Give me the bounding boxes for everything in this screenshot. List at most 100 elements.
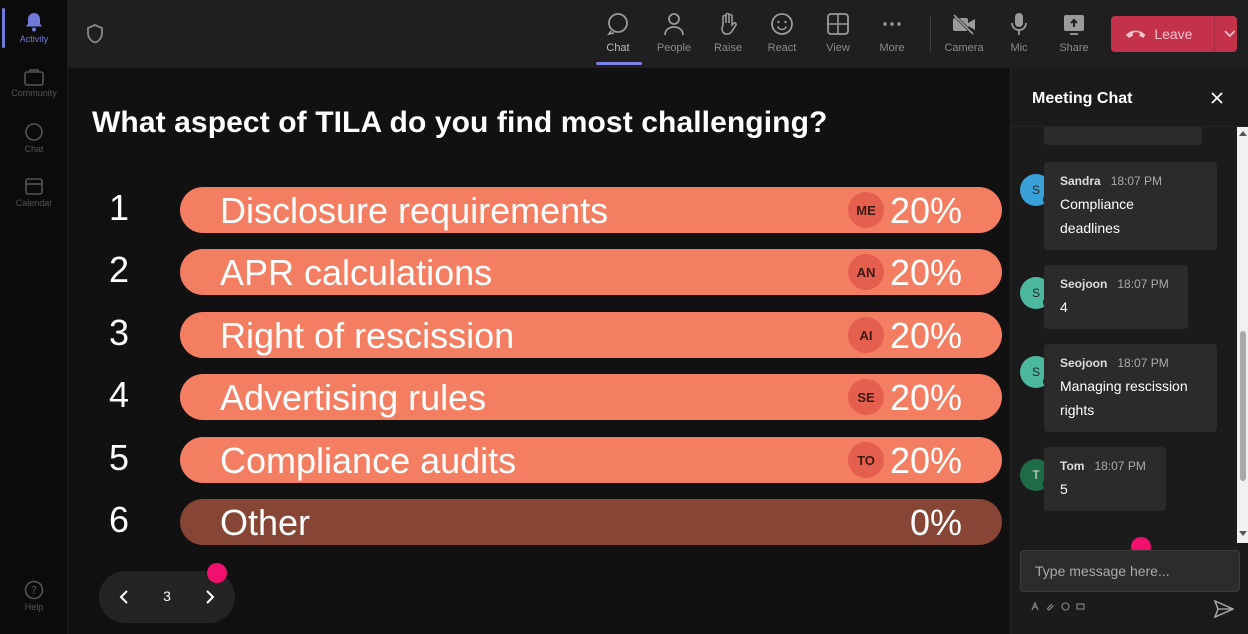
message-author: Tom xyxy=(1060,459,1085,473)
calendar-icon xyxy=(25,178,43,195)
poll-stage: What aspect of TILA do you find most cha… xyxy=(68,68,1010,634)
microphone-icon xyxy=(1011,13,1027,35)
cursor-indicator xyxy=(207,563,227,583)
avatar-initial: T xyxy=(1032,468,1040,482)
page-number: 3 xyxy=(163,588,171,604)
option-bar: Other 0% xyxy=(180,499,1002,545)
share-button[interactable]: Share xyxy=(1052,12,1096,54)
message-author: Seojoon xyxy=(1060,277,1108,291)
react-button[interactable]: React xyxy=(760,12,804,54)
message-time: 18:07 PM xyxy=(1110,174,1163,188)
chevron-down-icon[interactable] xyxy=(1223,29,1237,39)
option-percent: 0% xyxy=(909,502,962,543)
app-rail: Activity Community Chat Calendar ? Help xyxy=(0,0,68,634)
bell-icon xyxy=(26,13,42,32)
chat-button[interactable]: Chat xyxy=(596,12,640,54)
chat-icon xyxy=(25,123,43,141)
attach-icon[interactable] xyxy=(1046,602,1055,611)
option-bar: APR calculations AN 20% xyxy=(180,249,1002,295)
more-button[interactable]: More xyxy=(870,12,914,54)
grid-view-icon xyxy=(827,13,849,35)
chat-bubble-icon xyxy=(607,13,628,36)
gif-icon[interactable] xyxy=(1076,602,1085,611)
option-number: 3 xyxy=(108,312,130,353)
option-bar: Compliance audits TO 20% xyxy=(180,437,1002,483)
option-label: Other xyxy=(220,502,311,543)
leave-button[interactable]: Leave xyxy=(1111,16,1237,52)
share-button-label: Share xyxy=(1059,42,1089,54)
voter-badge: ME xyxy=(848,192,884,228)
option-percent: 20% xyxy=(889,377,962,418)
voter-badge: AN xyxy=(848,254,884,290)
hand-icon xyxy=(721,12,737,35)
chat-panel-title: Meeting Chat xyxy=(1032,90,1133,107)
chat-message: Tom 18:07 PM 5 xyxy=(1044,447,1166,511)
more-dots-icon xyxy=(883,22,901,26)
svg-text:?: ? xyxy=(31,584,37,597)
community-icon xyxy=(24,69,44,86)
message-time: 18:07 PM xyxy=(1117,356,1169,370)
hang-up-icon xyxy=(1125,30,1146,38)
view-button[interactable]: View xyxy=(816,12,860,54)
option-number: 5 xyxy=(108,437,130,478)
option-bar: Advertising rules SE 20% xyxy=(180,374,1002,420)
chat-message-list[interactable]: S Sandra 18:07 PM Compliance deadlines S … xyxy=(1011,127,1248,543)
chat-message-input[interactable] xyxy=(1020,550,1240,592)
people-button-label: People xyxy=(656,42,692,54)
option-label: Disclosure requirements xyxy=(220,190,609,231)
rail-item-community[interactable]: Community xyxy=(0,68,68,98)
rail-item-help[interactable]: ? Help xyxy=(0,580,68,612)
option-bar: Right of rescission AI 20% xyxy=(180,312,1002,358)
message-body: Compliance deadlines xyxy=(1060,192,1201,240)
smiley-icon xyxy=(771,13,793,35)
option-label: Advertising rules xyxy=(220,377,487,418)
option-number: 2 xyxy=(108,249,130,290)
camera-button-label: Camera xyxy=(944,42,984,54)
option-percent: 20% xyxy=(889,252,962,293)
voter-badge: TO xyxy=(848,442,884,478)
option-percent: 20% xyxy=(889,190,962,231)
message-author: Seojoon xyxy=(1060,356,1108,370)
emoji-icon[interactable] xyxy=(1061,602,1070,611)
option-label: Right of rescission xyxy=(220,315,515,356)
rail-item-activity[interactable]: Activity xyxy=(0,12,68,44)
chevron-left-icon[interactable] xyxy=(115,587,135,607)
react-button-label: React xyxy=(767,42,797,54)
chat-scrollbar[interactable] xyxy=(1237,127,1248,543)
rail-item-calendar[interactable]: Calendar xyxy=(0,176,68,208)
rail-item-label: Calendar xyxy=(15,198,53,208)
camera-button[interactable]: Camera xyxy=(942,12,986,54)
message-body: 4 xyxy=(1060,295,1172,319)
leave-button-label: Leave xyxy=(1154,26,1193,42)
rail-item-label: Activity xyxy=(19,34,49,44)
scrollbar-thumb[interactable] xyxy=(1240,331,1246,481)
mic-button[interactable]: Mic xyxy=(997,12,1041,54)
format-text-icon[interactable] xyxy=(1031,602,1040,611)
chat-message: Seojoon 18:07 PM 4 xyxy=(1044,265,1188,329)
raise-hand-button[interactable]: Raise xyxy=(706,12,750,54)
scroll-up-arrow[interactable] xyxy=(1239,131,1247,136)
view-button-label: View xyxy=(826,42,850,54)
shield-icon[interactable] xyxy=(86,24,104,49)
scroll-down-arrow[interactable] xyxy=(1239,531,1247,536)
message-body: Managing rescission rights xyxy=(1060,374,1201,422)
chat-message: Sandra 18:07 PM Compliance deadlines xyxy=(1044,162,1217,250)
send-icon[interactable] xyxy=(1214,600,1234,618)
rail-item-chat[interactable]: Chat xyxy=(0,122,68,154)
option-percent: 20% xyxy=(889,315,962,356)
message-line: Managing rescission xyxy=(1060,378,1188,394)
raise-button-label: Raise xyxy=(713,42,743,54)
people-button[interactable]: People xyxy=(652,12,696,54)
option-bar: Disclosure requirements ME 20% xyxy=(180,187,1002,233)
voter-badge: AI xyxy=(848,317,884,353)
meeting-chat-panel: Meeting Chat S Sandra 18:07 PM Compliance… xyxy=(1010,68,1248,634)
camera-off-icon xyxy=(951,12,975,36)
option-number: 4 xyxy=(108,374,130,415)
chevron-right-icon[interactable] xyxy=(199,587,219,607)
person-icon xyxy=(664,13,684,36)
message-line: 5 xyxy=(1060,481,1068,497)
close-icon[interactable] xyxy=(1209,90,1225,106)
help-icon: ? xyxy=(24,580,44,600)
avatar-initial: S xyxy=(1031,286,1040,300)
avatar-initial: S xyxy=(1031,365,1040,379)
